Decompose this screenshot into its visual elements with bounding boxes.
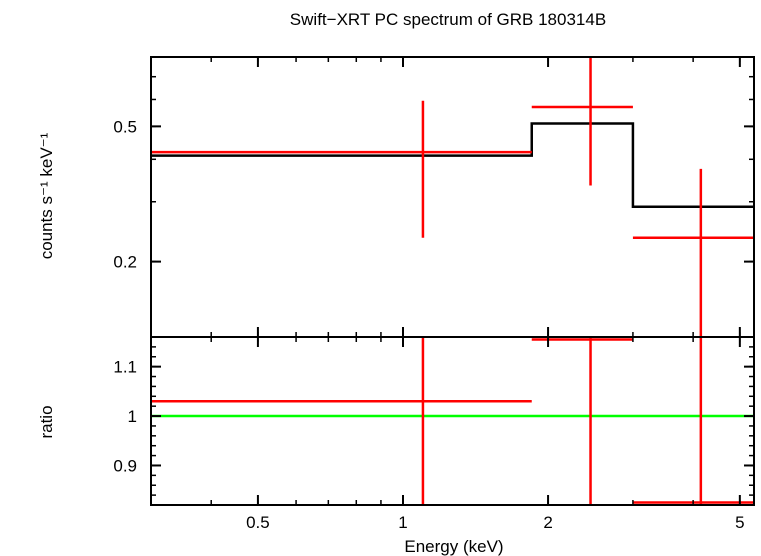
data-point-ratio-3 xyxy=(632,337,754,505)
panel-frame xyxy=(150,56,755,338)
y-axis-label-spectrum: counts s⁻¹ keV⁻¹ xyxy=(37,132,56,259)
model-step-line xyxy=(151,122,754,209)
data-point-spectrum-2 xyxy=(531,57,633,186)
y-ticks-ratio: 0.9 1 1.1 xyxy=(113,336,754,506)
x-tick-label: 1 xyxy=(398,513,407,532)
x-tick-label: 0.5 xyxy=(246,513,270,532)
data-point-spectrum-1 xyxy=(151,100,532,238)
y-axis-label-ratio: ratio xyxy=(37,405,56,438)
panel-content-spectrum xyxy=(151,57,754,337)
data-point-spectrum-3 xyxy=(632,168,754,337)
y-tick-label: 0.2 xyxy=(113,253,137,272)
x-tick-label: 2 xyxy=(543,513,552,532)
y-tick-label: 0.9 xyxy=(113,456,137,475)
x-axis-label: Energy (keV) xyxy=(404,537,503,556)
data-point-ratio-2 xyxy=(531,337,633,505)
y-tick-label: 0.5 xyxy=(113,117,137,136)
data-point-ratio-1 xyxy=(151,337,532,505)
panel-ratio: 0.9 1 1.1 0.5 1 2 5 xyxy=(113,336,755,532)
panel-content-ratio xyxy=(151,337,754,505)
panel-frame xyxy=(150,336,755,506)
x-ticks-spectrum xyxy=(150,57,741,337)
plot-layer: 0.2 0.5 0.9 1 1.1 0.5 1 2 5 xyxy=(113,56,755,532)
x-tick-label: 5 xyxy=(735,513,744,532)
panel-spectrum: 0.2 0.5 xyxy=(113,56,755,338)
y-tick-label: 1.1 xyxy=(113,358,137,377)
x-ticks-ratio xyxy=(150,337,741,505)
chart-title: Swift−XRT PC spectrum of GRB 180314B xyxy=(290,10,606,29)
y-tick-label: 1 xyxy=(128,407,137,426)
y-ticks-spectrum: 0.2 0.5 xyxy=(113,56,754,272)
